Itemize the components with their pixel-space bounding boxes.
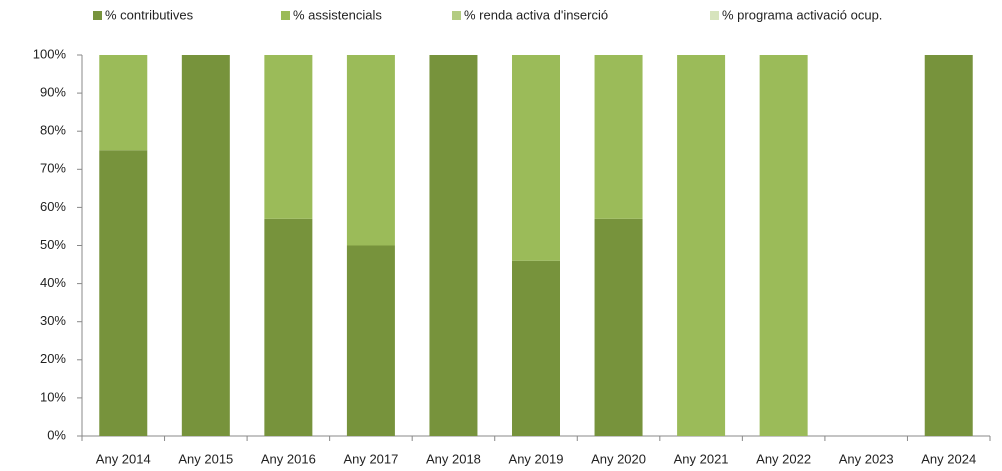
y-tick-label: 30% bbox=[40, 313, 66, 328]
bar-segment bbox=[264, 218, 313, 436]
legend-swatch bbox=[452, 11, 461, 20]
bar-segment bbox=[99, 150, 148, 436]
legend-swatch bbox=[93, 11, 102, 20]
bar-segment bbox=[264, 55, 313, 219]
bar-segment bbox=[99, 55, 148, 151]
x-tick-label: Any 2018 bbox=[426, 451, 481, 466]
x-tick-label: Any 2016 bbox=[261, 451, 316, 466]
x-tick-label: Any 2024 bbox=[921, 451, 976, 466]
legend-swatch bbox=[281, 11, 290, 20]
y-tick-label: 80% bbox=[40, 123, 66, 138]
bar-segment bbox=[512, 260, 560, 436]
x-tick-label: Any 2019 bbox=[509, 451, 564, 466]
bar-segment bbox=[594, 218, 643, 436]
x-tick-label: Any 2021 bbox=[674, 451, 729, 466]
x-tick-label: Any 2017 bbox=[343, 451, 398, 466]
legend-swatch bbox=[710, 11, 719, 20]
y-tick-label: 40% bbox=[40, 275, 66, 290]
y-tick-label: 70% bbox=[40, 161, 66, 176]
bar-segment bbox=[346, 245, 395, 436]
y-tick-label: 100% bbox=[33, 46, 67, 61]
bar-segment bbox=[759, 55, 808, 436]
y-tick-label: 20% bbox=[40, 351, 66, 366]
legend-label: % renda activa d'inserció bbox=[464, 7, 608, 22]
bar-segment bbox=[677, 55, 726, 436]
legend-label: % contributives bbox=[105, 7, 194, 22]
legend-label: % programa activació ocup. bbox=[722, 7, 882, 22]
x-tick-label: Any 2014 bbox=[96, 451, 151, 466]
bar-segment bbox=[181, 55, 230, 436]
bar-segment bbox=[346, 55, 395, 246]
bar-segment bbox=[429, 55, 478, 436]
y-tick-label: 0% bbox=[47, 427, 66, 442]
y-tick-label: 60% bbox=[40, 199, 66, 214]
x-tick-label: Any 2015 bbox=[178, 451, 233, 466]
y-tick-label: 50% bbox=[40, 237, 66, 252]
bar-segment bbox=[594, 55, 643, 219]
y-tick-label: 10% bbox=[40, 389, 66, 404]
bar-segment bbox=[924, 55, 973, 436]
y-tick-label: 90% bbox=[40, 85, 66, 100]
x-tick-label: Any 2020 bbox=[591, 451, 646, 466]
x-tick-label: Any 2023 bbox=[839, 451, 894, 466]
bar-segment bbox=[512, 55, 560, 261]
x-tick-label: Any 2022 bbox=[756, 451, 811, 466]
legend-label: % assistencials bbox=[293, 7, 382, 22]
